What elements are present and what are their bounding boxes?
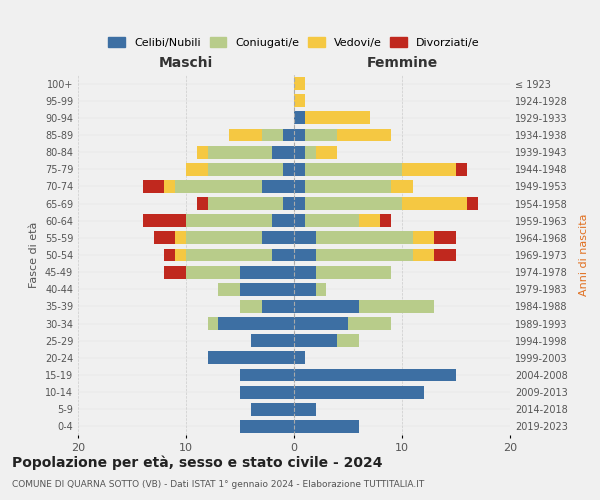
Bar xyxy=(294,232,316,244)
Bar xyxy=(316,248,413,262)
Bar xyxy=(294,180,305,193)
Bar xyxy=(294,197,305,210)
Bar xyxy=(186,214,272,227)
Bar xyxy=(294,266,316,278)
Bar xyxy=(413,248,434,262)
Bar xyxy=(218,283,240,296)
Bar xyxy=(208,197,283,210)
Bar xyxy=(175,232,186,244)
Bar xyxy=(208,163,283,175)
Bar xyxy=(283,163,294,175)
Bar xyxy=(337,334,359,347)
Text: Popolazione per età, sesso e stato civile - 2024: Popolazione per età, sesso e stato civil… xyxy=(12,455,383,469)
Bar xyxy=(175,180,262,193)
Bar xyxy=(283,197,294,210)
Bar xyxy=(294,283,316,296)
Bar xyxy=(208,352,294,364)
Bar xyxy=(294,420,359,433)
Bar xyxy=(294,368,456,382)
Bar xyxy=(164,180,175,193)
Bar xyxy=(380,214,391,227)
Bar xyxy=(359,214,380,227)
Bar xyxy=(294,248,316,262)
Bar xyxy=(294,94,305,107)
Bar xyxy=(272,146,294,158)
Bar xyxy=(186,163,208,175)
Bar xyxy=(316,232,413,244)
Bar xyxy=(294,112,305,124)
Bar xyxy=(305,112,370,124)
Bar xyxy=(434,232,456,244)
Bar xyxy=(251,334,294,347)
Bar xyxy=(305,214,359,227)
Bar xyxy=(154,232,175,244)
Bar xyxy=(186,248,272,262)
Bar xyxy=(143,214,186,227)
Bar xyxy=(316,266,391,278)
Bar xyxy=(218,317,294,330)
Bar xyxy=(262,128,283,141)
Bar xyxy=(240,386,294,398)
Bar xyxy=(175,248,186,262)
Bar xyxy=(305,197,402,210)
Bar xyxy=(391,180,413,193)
Bar xyxy=(294,386,424,398)
Bar xyxy=(272,248,294,262)
Bar xyxy=(283,128,294,141)
Bar xyxy=(294,334,337,347)
Bar xyxy=(305,146,316,158)
Bar xyxy=(467,197,478,210)
Bar xyxy=(294,214,305,227)
Text: COMUNE DI QUARNA SOTTO (VB) - Dati ISTAT 1° gennaio 2024 - Elaborazione TUTTITAL: COMUNE DI QUARNA SOTTO (VB) - Dati ISTAT… xyxy=(12,480,424,489)
Bar xyxy=(240,283,294,296)
Bar xyxy=(413,232,434,244)
Bar xyxy=(240,420,294,433)
Bar xyxy=(208,146,272,158)
Bar xyxy=(316,146,337,158)
Bar xyxy=(294,163,305,175)
Bar xyxy=(262,180,294,193)
Y-axis label: Fasce di età: Fasce di età xyxy=(29,222,39,288)
Bar xyxy=(186,266,240,278)
Bar xyxy=(143,180,164,193)
Bar xyxy=(294,128,305,141)
Bar xyxy=(164,248,175,262)
Legend: Celibi/Nubili, Coniugati/e, Vedovi/e, Divorziati/e: Celibi/Nubili, Coniugati/e, Vedovi/e, Di… xyxy=(105,34,483,51)
Bar xyxy=(359,300,434,313)
Bar xyxy=(294,403,316,415)
Bar xyxy=(294,352,305,364)
Bar xyxy=(294,317,348,330)
Bar xyxy=(348,317,391,330)
Bar xyxy=(402,163,456,175)
Bar xyxy=(197,146,208,158)
Bar xyxy=(186,232,262,244)
Bar xyxy=(294,146,305,158)
Bar xyxy=(240,368,294,382)
Bar xyxy=(197,197,208,210)
Bar xyxy=(240,266,294,278)
Bar xyxy=(337,128,391,141)
Bar xyxy=(164,266,186,278)
Text: Femmine: Femmine xyxy=(367,56,437,70)
Bar xyxy=(272,214,294,227)
Bar xyxy=(229,128,262,141)
Bar xyxy=(305,128,337,141)
Bar xyxy=(208,317,218,330)
Bar xyxy=(305,180,391,193)
Bar xyxy=(262,300,294,313)
Bar xyxy=(294,300,359,313)
Bar xyxy=(251,403,294,415)
Bar xyxy=(305,163,402,175)
Y-axis label: Anni di nascita: Anni di nascita xyxy=(579,214,589,296)
Text: Maschi: Maschi xyxy=(159,56,213,70)
Bar xyxy=(434,248,456,262)
Bar xyxy=(294,77,305,90)
Bar xyxy=(456,163,467,175)
Bar xyxy=(240,300,262,313)
Bar xyxy=(402,197,467,210)
Bar xyxy=(262,232,294,244)
Bar xyxy=(316,283,326,296)
